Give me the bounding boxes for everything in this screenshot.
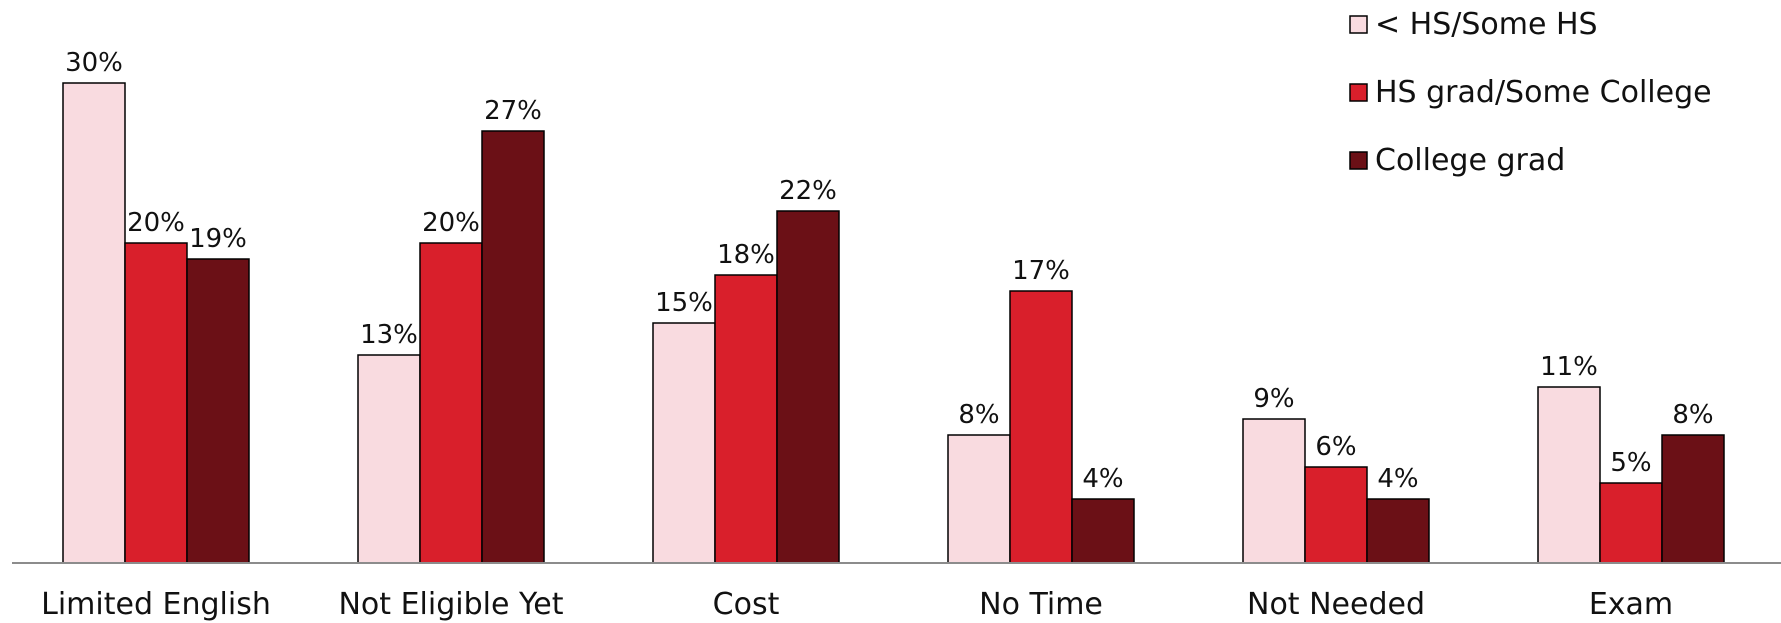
data-label: 22% (779, 176, 837, 206)
x-tick-label: Limited English (41, 587, 271, 622)
bar-limited-english-series-2 (124, 242, 188, 564)
legend: < HS/Some HS HS grad/Some College College … (1349, 7, 1712, 178)
x-tick-label: Not Eligible Yet (338, 587, 563, 622)
data-label: 20% (422, 208, 480, 238)
bars-group (62, 82, 1725, 564)
data-label: 19% (189, 224, 247, 254)
data-label: 9% (1253, 384, 1294, 414)
legend-swatch (1349, 15, 1368, 34)
data-label: 4% (1082, 464, 1123, 494)
x-tick-label: Cost (713, 587, 780, 622)
data-label: 4% (1377, 464, 1418, 494)
legend-swatch (1349, 151, 1368, 170)
data-label: 11% (1540, 352, 1598, 382)
legend-label: College grad (1375, 143, 1565, 178)
bar-exam-series-1 (1537, 386, 1601, 564)
bar-cost-series-1 (652, 322, 716, 564)
category-labels-group: Limited English Not Eligible Yet Cost No Ti… (41, 587, 1673, 622)
data-label: 17% (1012, 256, 1070, 286)
legend-swatch (1349, 83, 1368, 102)
data-label: 15% (655, 288, 713, 318)
x-tick-label: No Time (979, 587, 1103, 622)
bar-exam-series-3 (1661, 434, 1725, 564)
bar-not-eligible-yet-series-2 (419, 242, 483, 564)
bar-not-eligible-yet-series-1 (357, 354, 421, 564)
x-tick-label: Not Needed (1247, 587, 1425, 622)
bar-cost-series-3 (776, 210, 840, 564)
bar-no-time-series-1 (947, 434, 1011, 564)
data-label: 8% (1672, 400, 1713, 430)
bar-not-needed-series-2 (1304, 466, 1368, 564)
data-label: 20% (127, 208, 185, 238)
data-label: 13% (360, 320, 418, 350)
bar-limited-english-series-3 (186, 258, 250, 564)
data-label: 6% (1315, 432, 1356, 462)
bar-exam-series-2 (1599, 482, 1663, 564)
x-tick-label: Exam (1589, 587, 1673, 622)
data-label: 8% (958, 400, 999, 430)
value-labels-group: 30%20%19%13%20%27%15%18%22%8%17%4%9%6%4%… (65, 48, 1714, 494)
bar-not-needed-series-3 (1366, 498, 1430, 564)
bar-not-eligible-yet-series-3 (481, 130, 545, 564)
bar-no-time-series-2 (1009, 290, 1073, 564)
legend-label: < HS/Some HS (1375, 7, 1598, 42)
data-label: 18% (717, 240, 775, 270)
legend-label: HS grad/Some College (1375, 75, 1712, 110)
data-label: 27% (484, 96, 542, 126)
data-label: 5% (1610, 448, 1651, 478)
bar-not-needed-series-1 (1242, 418, 1306, 564)
bar-limited-english-series-1 (62, 82, 126, 564)
data-label: 30% (65, 48, 123, 78)
bar-cost-series-2 (714, 274, 778, 564)
bar-no-time-series-3 (1071, 498, 1135, 564)
